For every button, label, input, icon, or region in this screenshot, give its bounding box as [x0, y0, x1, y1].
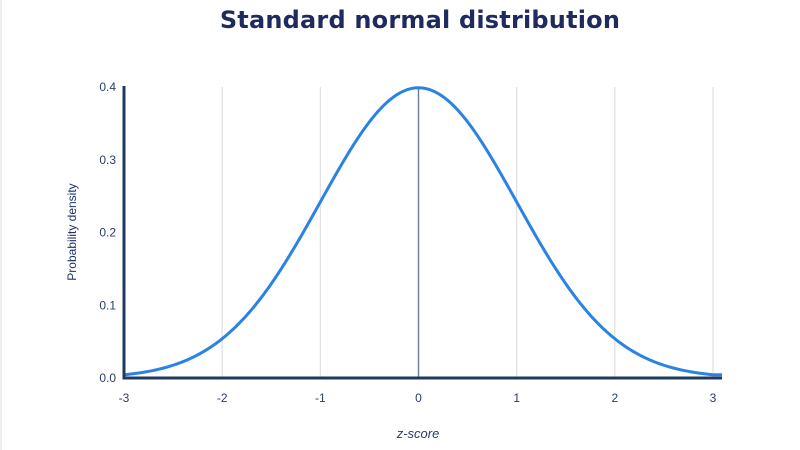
x-tick-label: -3 [119, 391, 130, 405]
x-tick-label: 1 [513, 391, 520, 405]
y-tick-label: 0.0 [99, 371, 116, 385]
left-edge-border [0, 0, 2, 450]
y-tick-label: 0.3 [99, 153, 116, 167]
x-tick-label: -1 [315, 391, 326, 405]
x-axis-label: z-score [396, 426, 440, 441]
y-tick-label: 0.4 [99, 80, 116, 94]
y-tick-label: 0.1 [99, 298, 116, 312]
x-tick-label: 0 [415, 391, 422, 405]
x-tick-label: -2 [217, 391, 228, 405]
y-tick-label: 0.2 [99, 226, 116, 240]
chart-title: Standard normal distribution [219, 6, 621, 34]
x-tick-label: 3 [710, 391, 717, 405]
x-tick-label: 2 [611, 391, 618, 405]
y-axis-label: Probability density [65, 183, 79, 280]
pdf-curve [123, 86, 723, 377]
